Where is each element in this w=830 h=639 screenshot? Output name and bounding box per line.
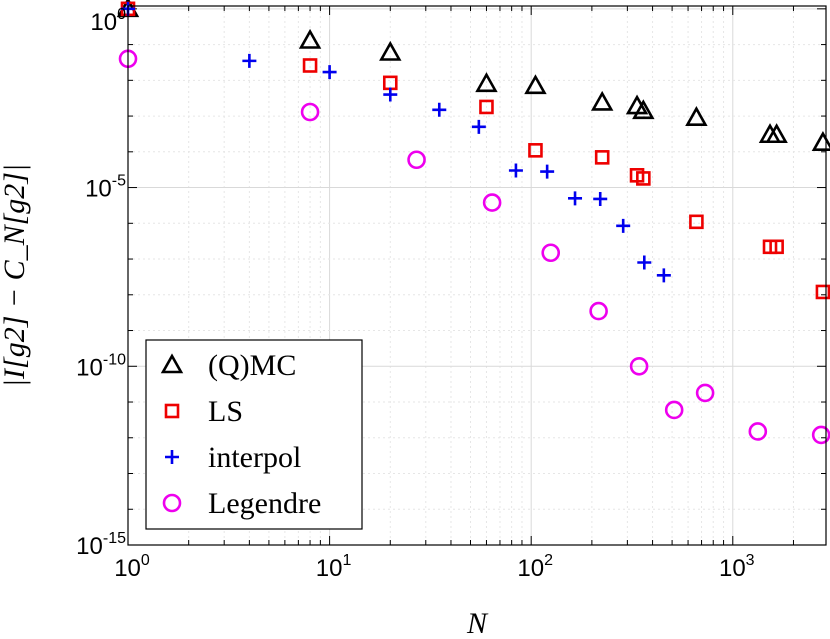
legend-marker [160,353,184,374]
series-legendre [118,49,830,445]
legend: (Q)MC LS interpol Legendre [145,339,363,530]
data-point [685,106,708,126]
data-point [475,72,498,93]
data-point [616,218,631,233]
legend-marker [162,493,182,513]
tick-label-base: 10 [76,533,103,560]
data-point [524,74,547,95]
x-tick-label: 100 [114,552,150,582]
legend-label: LS [208,395,243,428]
tick-label-base: 10 [114,555,141,582]
data-point [637,255,652,270]
data-point [811,131,830,151]
x-tick-label: 103 [719,552,755,582]
data-point [432,102,447,117]
data-point [541,243,561,263]
data-point [379,40,402,61]
series-ls [120,1,830,300]
data-point [302,58,318,73]
data-point [629,356,649,376]
data-point [407,150,426,170]
data-point [528,143,543,158]
data-point [590,90,614,111]
legend-label: (Q)MC [208,349,296,382]
data-point [322,65,337,80]
tick-label-base: 10 [90,9,117,36]
data-point [300,102,320,122]
y-axis-label: |I[g2] − C_N[g2]| [0,164,31,387]
data-point [298,28,322,49]
y-tick-label: 10-15 [76,530,126,560]
tick-label-base: 10 [316,555,343,582]
data-point [471,119,486,134]
data-point [695,383,715,403]
tick-label-exponent: 0 [141,552,150,569]
tick-label-exponent: 3 [746,552,755,569]
tick-label-exponent: -10 [103,351,126,368]
series-q-mc [116,0,830,151]
data-point [656,268,671,283]
legend-marker [164,403,180,419]
data-point [242,53,257,68]
x-axis-label: N [466,607,489,639]
tick-label-exponent: -15 [103,530,126,547]
y-tick-label: 10-5 [85,173,126,203]
tick-label-base: 10 [85,176,112,203]
x-tick-label: 101 [316,552,352,582]
y-tick-label: 10-10 [76,351,126,381]
legend-marker [165,450,179,464]
y-tick-label: 100 [90,6,126,36]
data-point [664,400,684,420]
data-point [479,99,494,115]
tick-label-exponent: 1 [342,552,351,569]
data-point [568,191,583,206]
series-interpol [121,1,671,283]
data-point [508,163,523,178]
data-point [540,164,555,179]
data-point [748,422,768,441]
data-point [593,191,608,206]
data-point [769,239,784,255]
data-point [383,87,398,102]
data-point [815,284,830,300]
data-point [765,123,788,144]
tick-label-base: 10 [517,555,544,582]
data-point [482,193,502,212]
data-point [689,214,704,230]
plot-frame [127,5,827,546]
legend-label: interpol [208,441,301,474]
data-point [594,150,610,165]
data-point [636,171,651,186]
tick-label-base: 10 [76,354,103,381]
legend-label: Legendre [208,487,321,520]
tick-label-base: 10 [719,555,746,582]
data-point [811,425,830,445]
tick-label-exponent: -5 [112,173,126,190]
tick-label-exponent: 0 [117,6,126,23]
data-point [632,99,655,120]
x-tick-label: 102 [517,552,553,582]
tick-label-exponent: 2 [544,552,553,569]
data-point [589,301,608,321]
